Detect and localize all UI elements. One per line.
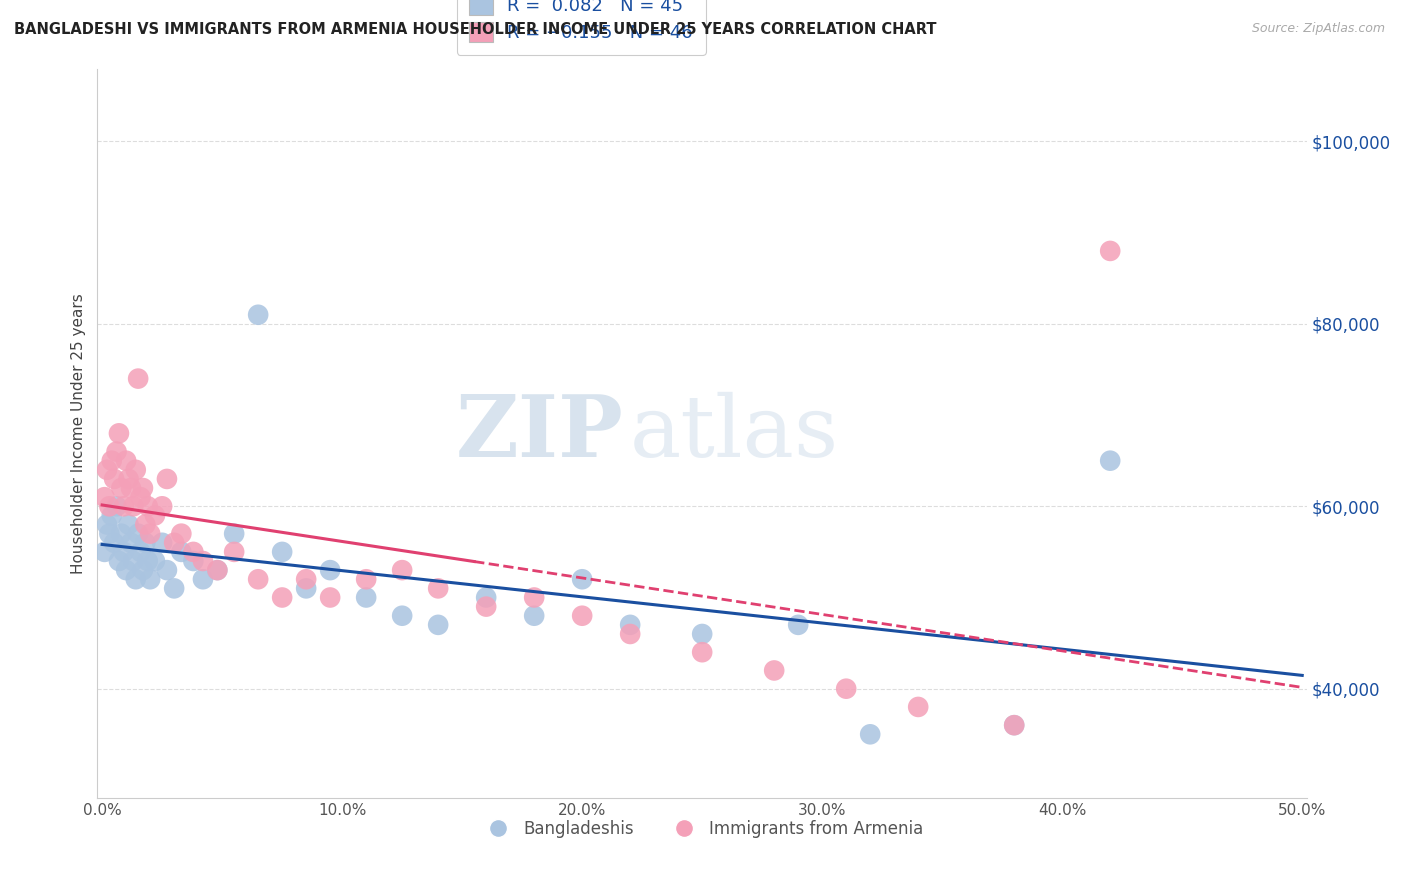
Point <box>427 618 450 632</box>
Point <box>763 664 786 678</box>
Point <box>108 554 131 568</box>
Point <box>150 535 173 549</box>
Point <box>523 591 546 605</box>
Point <box>156 563 179 577</box>
Point <box>98 500 121 514</box>
Point <box>122 554 145 568</box>
Point <box>295 572 318 586</box>
Point <box>170 526 193 541</box>
Point <box>115 563 138 577</box>
Text: ZIP: ZIP <box>456 392 623 475</box>
Point <box>127 526 149 541</box>
Point <box>1002 718 1025 732</box>
Point <box>571 608 593 623</box>
Legend: Bangladeshis, Immigrants from Armenia: Bangladeshis, Immigrants from Armenia <box>475 814 929 845</box>
Point <box>183 545 205 559</box>
Point <box>1099 244 1122 258</box>
Point <box>224 526 246 541</box>
Point <box>93 545 115 559</box>
Point <box>156 472 179 486</box>
Point <box>391 563 413 577</box>
Point <box>391 608 413 623</box>
Text: Source: ZipAtlas.com: Source: ZipAtlas.com <box>1251 22 1385 36</box>
Point <box>143 508 166 523</box>
Point <box>120 481 142 495</box>
Y-axis label: Householder Income Under 25 years: Householder Income Under 25 years <box>72 293 86 574</box>
Point <box>139 526 162 541</box>
Point <box>93 490 115 504</box>
Point <box>295 582 318 596</box>
Point <box>835 681 858 696</box>
Point <box>122 500 145 514</box>
Point <box>354 591 377 605</box>
Point <box>136 500 159 514</box>
Text: BANGLADESHI VS IMMIGRANTS FROM ARMENIA HOUSEHOLDER INCOME UNDER 25 YEARS CORRELA: BANGLADESHI VS IMMIGRANTS FROM ARMENIA H… <box>14 22 936 37</box>
Point <box>475 591 498 605</box>
Point <box>117 472 139 486</box>
Point <box>271 545 294 559</box>
Point <box>112 500 135 514</box>
Point <box>571 572 593 586</box>
Point <box>120 535 142 549</box>
Point <box>100 453 122 467</box>
Point <box>475 599 498 614</box>
Point <box>690 645 713 659</box>
Point <box>134 535 156 549</box>
Point <box>139 572 162 586</box>
Point <box>787 618 810 632</box>
Point <box>191 572 214 586</box>
Point <box>163 582 186 596</box>
Point <box>427 582 450 596</box>
Point <box>191 554 214 568</box>
Point <box>105 444 128 458</box>
Point <box>110 481 132 495</box>
Point <box>112 545 135 559</box>
Point <box>98 526 121 541</box>
Point <box>319 591 342 605</box>
Point <box>96 517 118 532</box>
Point <box>117 517 139 532</box>
Point <box>354 572 377 586</box>
Point <box>127 371 149 385</box>
Point <box>619 627 641 641</box>
Point <box>163 535 186 549</box>
Point <box>129 490 152 504</box>
Point <box>1002 718 1025 732</box>
Point <box>859 727 882 741</box>
Point <box>150 500 173 514</box>
Point <box>103 535 125 549</box>
Point <box>170 545 193 559</box>
Point <box>690 627 713 641</box>
Point <box>100 508 122 523</box>
Point <box>143 554 166 568</box>
Point <box>132 563 155 577</box>
Point <box>183 554 205 568</box>
Point <box>1099 453 1122 467</box>
Point <box>108 426 131 441</box>
Point <box>247 572 270 586</box>
Point <box>619 618 641 632</box>
Point <box>319 563 342 577</box>
Point <box>103 472 125 486</box>
Text: atlas: atlas <box>630 392 839 475</box>
Point <box>136 554 159 568</box>
Point <box>115 453 138 467</box>
Point <box>105 500 128 514</box>
Point <box>207 563 229 577</box>
Point <box>129 545 152 559</box>
Point <box>110 526 132 541</box>
Point <box>96 463 118 477</box>
Point <box>132 481 155 495</box>
Point <box>125 572 148 586</box>
Point <box>271 591 294 605</box>
Point <box>207 563 229 577</box>
Point <box>523 608 546 623</box>
Point <box>134 517 156 532</box>
Point <box>125 463 148 477</box>
Point <box>247 308 270 322</box>
Point <box>224 545 246 559</box>
Point <box>907 700 929 714</box>
